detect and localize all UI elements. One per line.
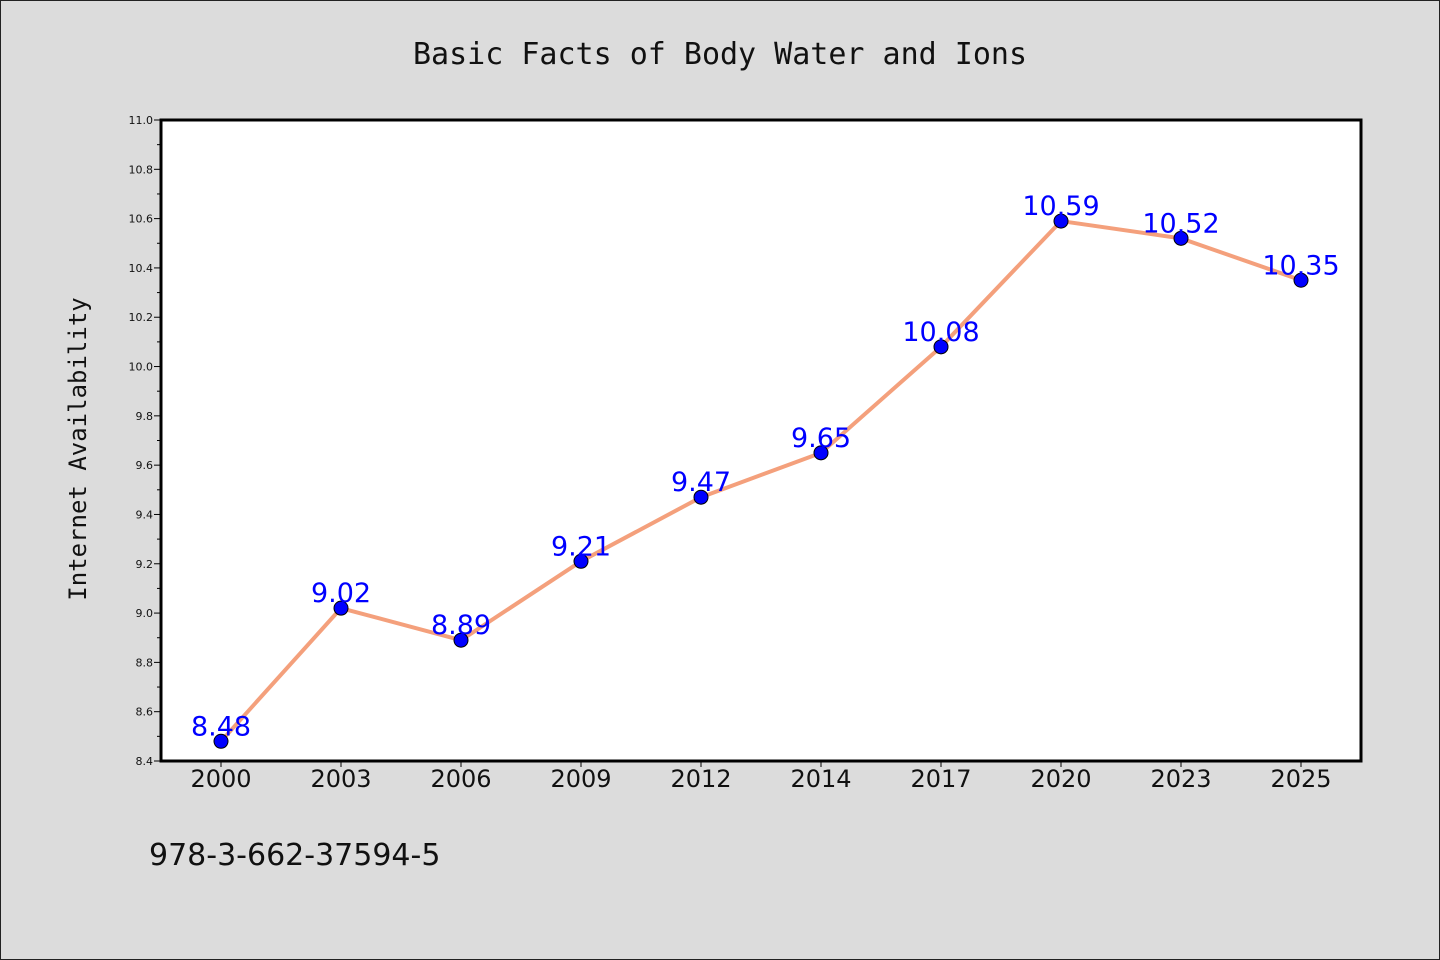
x-tick-label: 2020 [1030, 765, 1091, 793]
y-tick-label: 9.6 [136, 459, 154, 472]
y-tick-label: 11.0 [129, 114, 154, 127]
y-tick-label: 10.8 [129, 163, 154, 176]
y-tick-label: 10.4 [129, 262, 154, 275]
y-axis-label: Internet Availability [64, 297, 92, 600]
x-axis-ticks: 2000 2003 2006 2009 2012 2014 2017 2020 2023 2025 [190, 761, 1332, 793]
data-label: 9.02 [311, 578, 371, 609]
y-tick-label: 10.6 [129, 213, 154, 226]
data-labels: 8.48 9.02 8.89 9.21 9.47 9.65 10.08 10.59 10.52 1… [191, 191, 1340, 742]
x-tick-label: 2023 [1150, 765, 1211, 793]
x-tick-label: 2009 [550, 765, 611, 793]
y-tick-label: 10.0 [129, 361, 154, 374]
data-point [933, 339, 949, 355]
data-label: 8.89 [431, 610, 491, 641]
data-label: 9.65 [791, 423, 851, 454]
y-tick-label: 9.2 [136, 558, 154, 571]
data-point [453, 632, 469, 648]
data-point [1293, 272, 1309, 288]
data-point [333, 600, 349, 616]
y-tick-label: 8.8 [136, 656, 154, 669]
x-tick-label: 2012 [670, 765, 731, 793]
data-point [213, 733, 229, 749]
x-tick-label: 2014 [790, 765, 851, 793]
x-tick-label: 2017 [910, 765, 971, 793]
data-label: 10.59 [1022, 191, 1099, 222]
series-line [219, 219, 1302, 743]
y-tick-label: 8.4 [136, 755, 154, 768]
y-axis-ticks: 8.4 8.6 8.8 9.0 9.2 9.4 9.6 9.8 10.0 10.2 10.4 10.6… [129, 114, 161, 768]
y-tick-label: 9.0 [136, 607, 154, 620]
data-label: 8.48 [191, 711, 251, 742]
x-tick-label: 2006 [430, 765, 491, 793]
x-tick-label: 2000 [190, 765, 251, 793]
data-label: 10.35 [1262, 250, 1339, 281]
data-markers [213, 213, 1309, 749]
data-point [573, 553, 589, 569]
data-label: 10.52 [1142, 208, 1219, 239]
y-tick-label: 8.6 [136, 706, 154, 719]
chart-title: Basic Facts of Body Water and Ions [413, 37, 1027, 72]
data-label: 9.21 [551, 531, 611, 562]
series-line-group [219, 219, 1302, 743]
data-label: 10.08 [902, 317, 979, 348]
data-point [1053, 213, 1069, 229]
x-tick-label: 2025 [1270, 765, 1331, 793]
plot-area [159, 118, 1363, 763]
y-tick-label: 9.4 [136, 508, 154, 521]
isbn-note: 978-3-662-37594-5 [149, 838, 440, 873]
x-tick-label: 2003 [310, 765, 371, 793]
y-tick-label: 9.8 [136, 410, 154, 423]
data-point [693, 489, 709, 505]
data-label: 9.47 [671, 467, 731, 498]
data-point [813, 445, 829, 461]
data-point [1173, 230, 1189, 246]
y-tick-label: 10.2 [129, 311, 154, 324]
